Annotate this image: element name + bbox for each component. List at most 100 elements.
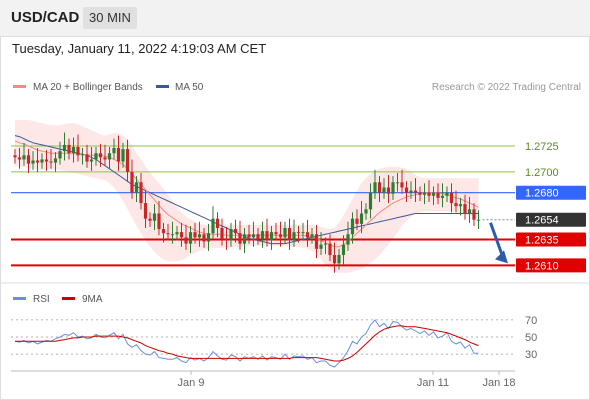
candle-body: [53, 158, 58, 163]
candle-body: [58, 151, 62, 159]
candle-body: [134, 182, 139, 193]
candle-body: [350, 218, 355, 235]
candle-body: [179, 232, 184, 238]
candle-body: [103, 157, 107, 160]
candle-body: [292, 232, 296, 241]
candle-body: [364, 209, 368, 214]
price-levels: [11, 145, 515, 267]
candle-body: [40, 159, 44, 163]
candle-body: [355, 218, 359, 224]
x-tick-label-1: Jan 11: [417, 377, 449, 389]
candle-body: [422, 192, 427, 195]
ma20-legend-swatch: [13, 85, 26, 88]
candle-body: [233, 229, 238, 234]
candle-body: [409, 190, 413, 193]
candle-body: [274, 232, 278, 235]
chart-timestamp: Tuesday, January 11, 2022 4:19:03 AM CET: [12, 41, 267, 56]
candle-body: [296, 232, 301, 234]
candle-body: [472, 209, 476, 220]
candle-body: [94, 153, 98, 160]
rsi-ma-line: [15, 325, 479, 362]
candle-body: [382, 187, 386, 193]
candle-body: [454, 203, 458, 207]
candle-body: [305, 232, 310, 238]
candle-body: [188, 232, 193, 244]
bollinger-band-area: [15, 120, 479, 273]
candle-body: [112, 148, 116, 154]
candle-body: [49, 161, 53, 163]
candle-body: [265, 231, 269, 241]
candle-body: [332, 255, 337, 264]
candle-body: [121, 149, 125, 162]
instrument-title: USD/CAD: [11, 9, 80, 26]
level-tag-2: [516, 185, 586, 200]
bollinger-band: [15, 120, 479, 273]
candle-body: [215, 218, 220, 229]
candle-body: [206, 233, 211, 242]
candle-body: [404, 187, 409, 193]
candle-body: [130, 171, 134, 193]
x-tick-label-2: Jan 18: [482, 377, 515, 389]
candle-body: [436, 192, 440, 198]
timeframe-badge[interactable]: 30 MIN: [83, 7, 137, 29]
candle-body: [197, 234, 202, 238]
ma50-line: [14, 135, 479, 245]
candle-body: [143, 203, 148, 219]
candle-body: [314, 234, 319, 249]
candle-body: [62, 144, 67, 152]
candle-body: [184, 237, 188, 244]
candle-body: [278, 234, 283, 238]
rsi-ma-legend-label: 9MA: [82, 294, 103, 305]
candle-body: [319, 244, 323, 249]
rsi-tick-1: 50: [525, 332, 537, 344]
ma50-legend-swatch: [156, 85, 169, 88]
rsi-legend-swatch: [13, 297, 26, 300]
x-tick-label-0: Jan 9: [178, 377, 205, 389]
candle-body: [287, 228, 292, 241]
candle-body: [386, 187, 391, 194]
candle-body: [463, 204, 467, 214]
candle-body: [193, 232, 197, 238]
candle-body: [400, 182, 404, 188]
candle-body: [373, 182, 377, 193]
candle-body: [220, 228, 224, 240]
candle-body: [89, 159, 94, 162]
candle-body: [107, 153, 112, 160]
level-label-1: 1.2700: [525, 167, 559, 179]
candle-body: [161, 229, 166, 234]
candle-body: [31, 160, 35, 164]
level-label-2: 1.2680: [525, 188, 559, 200]
rsi-tick-0: 70: [525, 315, 537, 327]
candle-body: [440, 195, 445, 198]
candle-body: [260, 231, 265, 239]
moving-averages: [14, 135, 479, 248]
candle-body: [431, 192, 436, 196]
forecast-arrow-shaft: [489, 222, 505, 258]
candle-body: [170, 234, 175, 236]
candle-body: [17, 157, 22, 160]
candle-body: [301, 232, 305, 234]
candles: [13, 132, 481, 273]
candle-body: [98, 153, 103, 158]
candle-body: [202, 234, 206, 242]
candle-body: [67, 144, 71, 154]
candle-body: [346, 234, 350, 245]
candle-body: [310, 234, 314, 238]
candle-body: [229, 229, 233, 241]
candle-body: [139, 182, 143, 204]
candle-body: [251, 234, 256, 238]
time-axis-labels: Jan 9 Jan 11 Jan 18: [178, 371, 516, 389]
candle-body: [85, 154, 89, 162]
candle-body: [449, 192, 454, 204]
candle-body: [76, 146, 80, 156]
candle-body: [13, 155, 17, 158]
copyright-note: Research © 2022 Trading Central: [432, 82, 581, 93]
candle-body: [359, 213, 364, 224]
candle-body: [413, 190, 418, 193]
level-tag-3: [516, 212, 586, 227]
ma20-line: [14, 140, 479, 248]
rsi-panel: 70 50 30: [11, 315, 537, 368]
candle-body: [125, 149, 130, 172]
level-tag-5: [516, 258, 586, 273]
